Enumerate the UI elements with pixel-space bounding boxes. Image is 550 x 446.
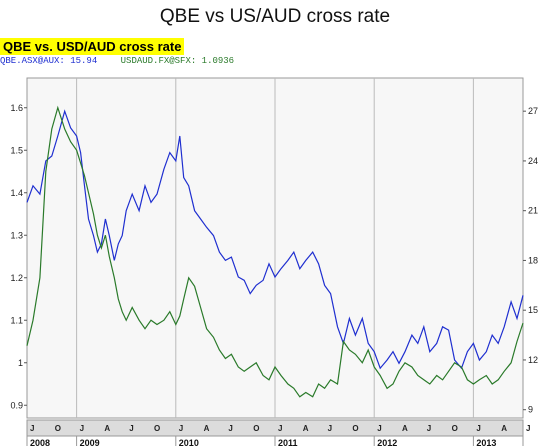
legend: QBE.ASX@AUX: 15.94 USDAUD.FX@SFX: 1.0936 xyxy=(0,56,234,66)
year-label: 2013 xyxy=(476,438,496,446)
line-chart: 0.9 1 1.1 1.2 1.3 1.4 1.5 1.6 9 12 15 18 21 24 27 J O J A J… xyxy=(10,77,538,446)
month-label: A xyxy=(204,424,210,433)
month-strip xyxy=(26,419,524,437)
month-label: O xyxy=(352,424,358,433)
year-label: 2009 xyxy=(80,438,100,446)
year-label: 2008 xyxy=(30,438,50,446)
month-label: J xyxy=(427,424,431,433)
month-label: O xyxy=(55,424,61,433)
legend-qbe-value: 15.94 xyxy=(70,56,98,66)
y-left-tick-label: 1.1 xyxy=(10,315,23,325)
y-right-tick-label: 27 xyxy=(528,106,538,116)
legend-qbe-label: QBE.ASX@AUX: xyxy=(0,56,65,66)
legend-usdaud: USDAUD.FX@SFX: 1.0936 xyxy=(121,56,234,66)
chart-title: QBE vs. USD/AUD cross rate xyxy=(0,38,185,55)
legend-usdaud-value: 1.0936 xyxy=(201,56,235,66)
y-left-tick-label: 1.3 xyxy=(10,230,23,240)
y-right-tick-label: 18 xyxy=(528,255,538,265)
month-label: J xyxy=(476,424,480,433)
month-label: O xyxy=(154,424,160,433)
y-left-tick-label: 1.6 xyxy=(10,103,23,113)
series-line-qbe xyxy=(26,109,524,370)
month-label: A xyxy=(402,424,408,433)
y-right-tick-label: 21 xyxy=(528,206,538,216)
year-label: 2010 xyxy=(179,438,199,446)
month-label: J xyxy=(526,424,530,433)
y-right-tick-label: 24 xyxy=(528,156,538,166)
month-label: J xyxy=(179,424,183,433)
y-left-tick-label: 1.4 xyxy=(10,188,23,198)
legend-usdaud-label: USDAUD.FX@SFX: xyxy=(120,56,197,66)
y-left-tick-label: 1 xyxy=(18,358,23,368)
chart-frame: QBE vs. USD/AUD cross rate QBE.ASX@AUX: … xyxy=(0,38,550,446)
month-label: J xyxy=(328,424,332,433)
month-label: A xyxy=(104,424,110,433)
month-label: O xyxy=(452,424,458,433)
y-right-tick-label: 9 xyxy=(528,405,533,415)
y-left-tick-label: 0.9 xyxy=(10,400,23,410)
month-label: J xyxy=(30,424,34,433)
month-label: J xyxy=(278,424,282,433)
month-label: J xyxy=(377,424,381,433)
month-label: J xyxy=(80,424,84,433)
y-left-tick-label: 1.2 xyxy=(10,273,23,283)
y-right-tick-label: 12 xyxy=(528,355,538,365)
month-label: J xyxy=(228,424,232,433)
year-label: 2011 xyxy=(278,438,298,446)
legend-qbe: QBE.ASX@AUX: 15.94 xyxy=(0,56,97,66)
month-label: O xyxy=(253,424,259,433)
y-left-tick-label: 1.5 xyxy=(10,145,23,155)
page-title: QBE vs US/AUD cross rate xyxy=(159,6,391,27)
y-right-tick-label: 15 xyxy=(528,305,538,315)
month-label: A xyxy=(303,424,309,433)
month-label: A xyxy=(501,424,507,433)
month-label: J xyxy=(129,424,133,433)
year-label: 2012 xyxy=(377,438,397,446)
series-line-usdaud xyxy=(26,105,524,398)
